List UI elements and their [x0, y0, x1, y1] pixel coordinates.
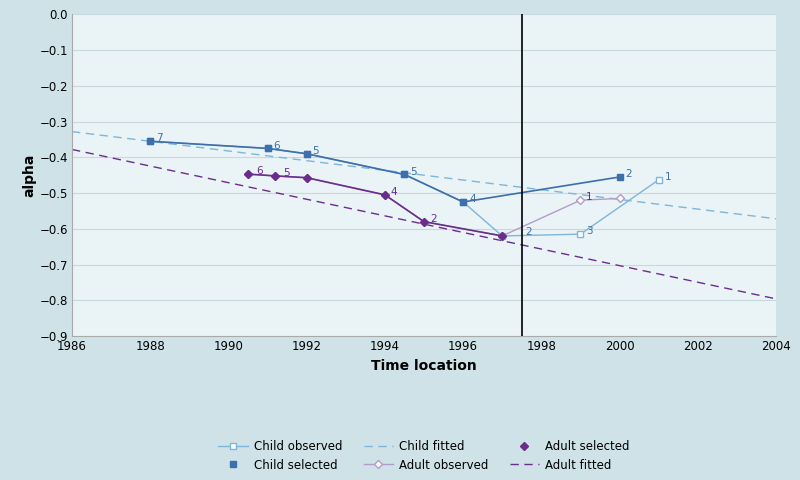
Text: 6: 6	[256, 166, 262, 176]
Text: 5: 5	[283, 168, 290, 178]
Text: 1: 1	[586, 192, 593, 202]
Text: 3: 3	[586, 226, 593, 236]
Text: 2: 2	[626, 169, 632, 179]
Text: 5: 5	[410, 167, 417, 177]
Y-axis label: alpha: alpha	[22, 154, 37, 197]
Text: 2: 2	[526, 228, 532, 238]
Text: 5: 5	[313, 146, 319, 156]
Legend: Child observed, Child selected, Child fitted, Adult observed, Adult selected, Ad: Child observed, Child selected, Child fi…	[218, 440, 630, 472]
Text: 1: 1	[665, 172, 671, 182]
Text: 6: 6	[274, 141, 280, 151]
Text: 7: 7	[156, 133, 162, 144]
Text: 2: 2	[430, 214, 437, 224]
Text: 4: 4	[469, 194, 476, 204]
Text: 4: 4	[390, 187, 398, 197]
X-axis label: Time location: Time location	[371, 359, 477, 373]
